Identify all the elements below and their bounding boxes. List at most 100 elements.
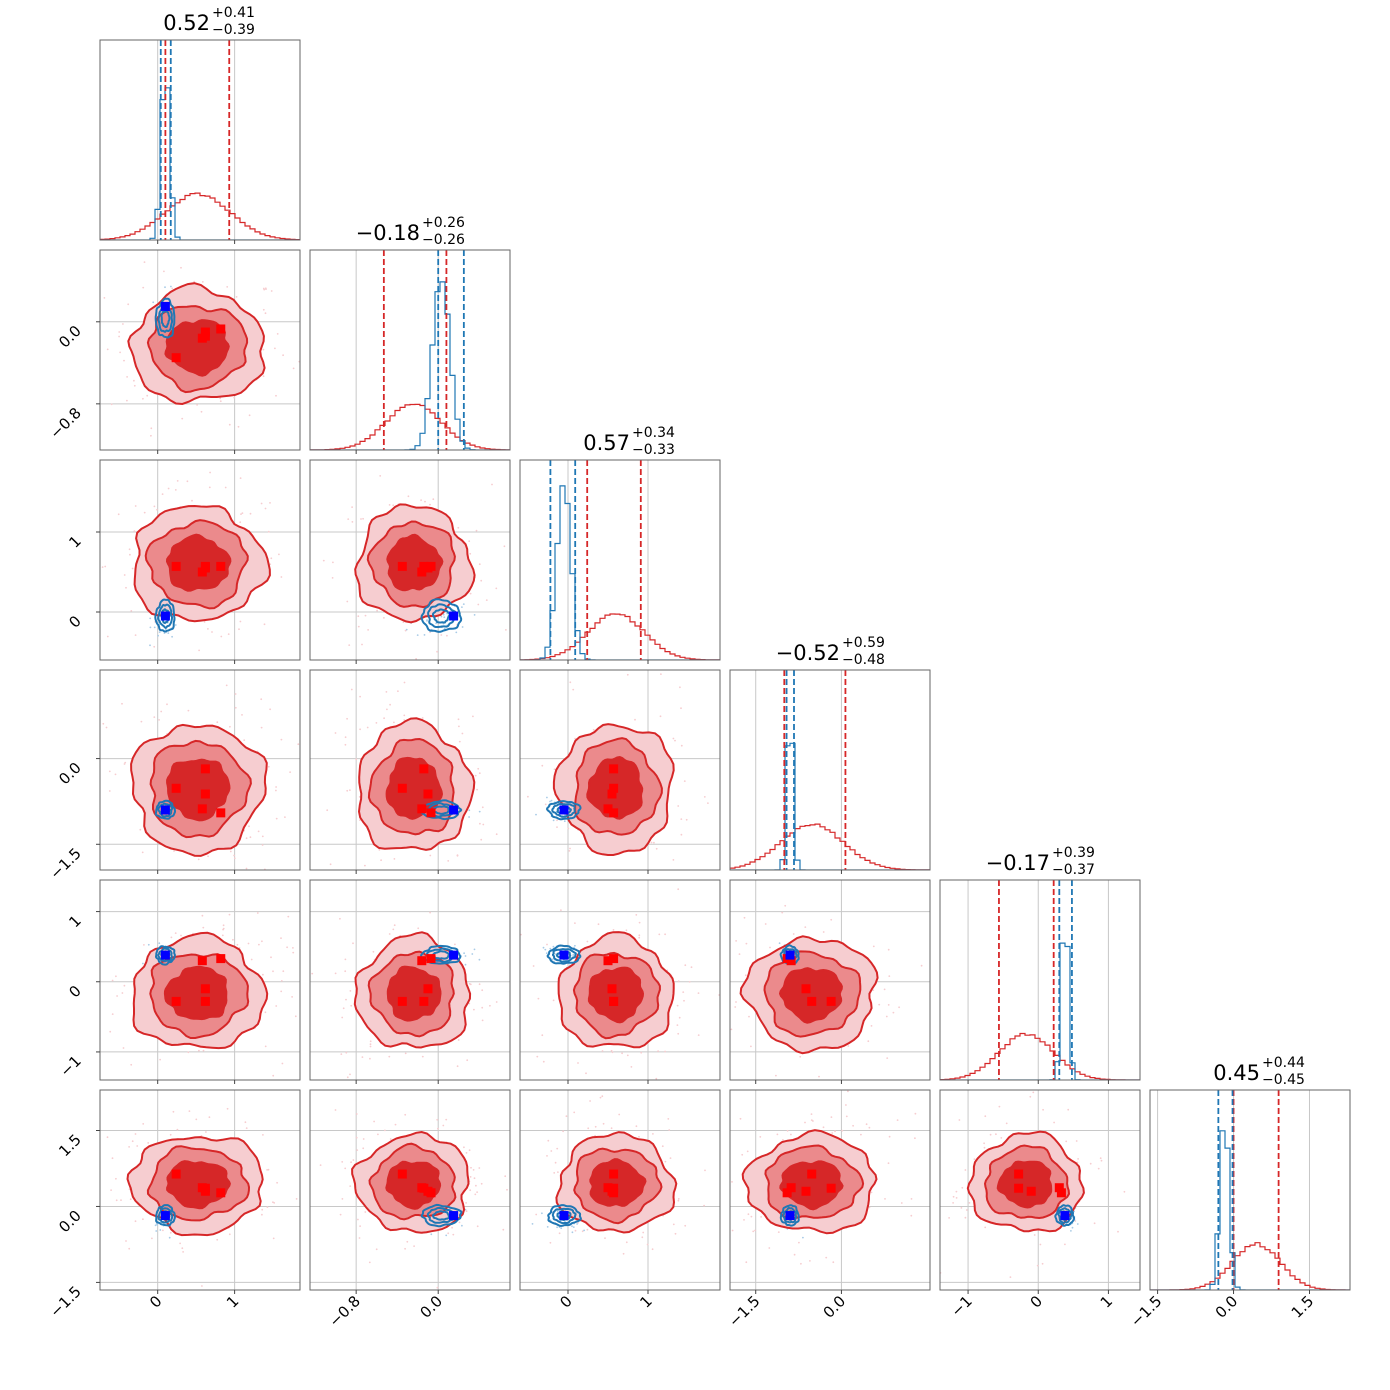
red-sample-point [569, 681, 572, 684]
red-sample-point [392, 903, 394, 905]
red-sample-point [704, 1159, 706, 1161]
red-sample-point [1099, 1157, 1102, 1160]
red-sample-point [542, 1060, 545, 1063]
red-sample-point [541, 764, 544, 767]
red-sample-point [270, 956, 272, 959]
red-sample-point [346, 1076, 349, 1079]
panel-frame [519, 459, 721, 661]
blue-sample-point [149, 626, 152, 629]
red-sample-point [245, 1127, 248, 1129]
blue-marker [449, 611, 459, 621]
panel-content [100, 250, 300, 450]
red-sample-point [478, 983, 481, 986]
red-marker [200, 764, 210, 774]
red-sample-point [827, 856, 829, 858]
red-sample-point [818, 1075, 820, 1078]
red-sample-point [474, 1193, 477, 1196]
red-sample-point [346, 789, 349, 792]
red-sample-point [361, 1056, 364, 1058]
red-sample-point [111, 1157, 114, 1160]
red-sample-point [734, 1006, 737, 1008]
red-sample-point [436, 1118, 439, 1121]
x-tick-label: 1 [1097, 1292, 1116, 1311]
red-sample-point [638, 936, 641, 939]
title-minus: −0.26 [422, 232, 465, 248]
red-marker [607, 984, 617, 994]
red-sample-point [296, 770, 298, 772]
red-sample-point [436, 650, 438, 653]
red-sample-point [745, 942, 748, 945]
red-sample-point [457, 526, 460, 529]
blue-sample-point [455, 631, 458, 634]
red-sample-point [452, 1233, 455, 1236]
red-sample-point [264, 1011, 267, 1014]
title-plus: +0.59 [842, 635, 885, 651]
red-sample-point [304, 770, 306, 772]
red-sample-point [522, 1076, 524, 1078]
red-sample-point [667, 1118, 670, 1120]
red-sample-point [505, 629, 507, 631]
red-sample-point [98, 1199, 100, 1201]
red-sample-point [378, 881, 380, 883]
red-sample-point [1000, 1137, 1003, 1139]
red-sample-point [280, 576, 283, 578]
blue-marker [559, 805, 569, 815]
blue-sample-point [461, 1224, 463, 1227]
blue-sample-point [464, 963, 467, 966]
red-marker [171, 1169, 181, 1179]
panel-content [310, 1090, 510, 1290]
panel-title-0: 0.52 +0.41−0.39 [163, 5, 255, 38]
red-sample-point [258, 943, 260, 946]
red-sample-point [160, 710, 163, 713]
red-sample-point [366, 726, 369, 729]
red-sample-point [180, 934, 182, 937]
red-sample-point [341, 1016, 344, 1019]
red-sample-point [241, 714, 243, 716]
red-sample-point [721, 1156, 723, 1158]
red-sample-point [250, 872, 252, 874]
red-sample-point [270, 557, 273, 560]
red-sample-point [125, 586, 127, 589]
red-sample-point [690, 966, 693, 969]
red-sample-point [865, 1123, 868, 1126]
red-sample-point [888, 1135, 891, 1138]
red-sample-point [176, 885, 178, 887]
red-sample-point [126, 399, 128, 402]
red-sample-point [799, 1055, 802, 1058]
red-sample-point [860, 1133, 862, 1136]
red-marker [200, 1186, 210, 1196]
red-sample-point [747, 1213, 750, 1216]
blue-sample-point [471, 953, 474, 955]
red-sample-point [421, 1055, 424, 1058]
red-sample-point [867, 1040, 870, 1043]
red-sample-point [697, 992, 700, 994]
red-sample-point [1117, 1230, 1119, 1233]
blue-marker [160, 805, 170, 815]
red-sample-point [456, 854, 459, 857]
red-sample-point [174, 932, 177, 934]
red-sample-point [847, 1045, 850, 1047]
red-sample-point [546, 943, 548, 946]
red-sample-point [676, 1004, 679, 1007]
red-marker [426, 954, 436, 964]
blue-sample-point [473, 948, 476, 951]
red-sample-point [363, 916, 365, 918]
red-sample-point [280, 990, 283, 993]
red-sample-point [264, 507, 267, 510]
red-sample-point [574, 1229, 577, 1232]
red-sample-point [126, 376, 128, 378]
red-sample-point [344, 743, 347, 746]
panel-frame [1149, 1089, 1351, 1291]
red-sample-point [136, 1145, 139, 1147]
blue-sample-point [572, 953, 575, 956]
red-sample-point [245, 867, 248, 870]
red-sample-point [131, 567, 134, 570]
red-sample-point [228, 423, 231, 426]
red-sample-point [468, 1002, 471, 1005]
red-marker [417, 1183, 427, 1193]
red-sample-point [233, 396, 236, 399]
blue-contour-outer [154, 799, 176, 820]
red-sample-point [261, 1213, 263, 1216]
red-sample-point [822, 931, 825, 933]
red-sample-point [830, 1116, 833, 1118]
